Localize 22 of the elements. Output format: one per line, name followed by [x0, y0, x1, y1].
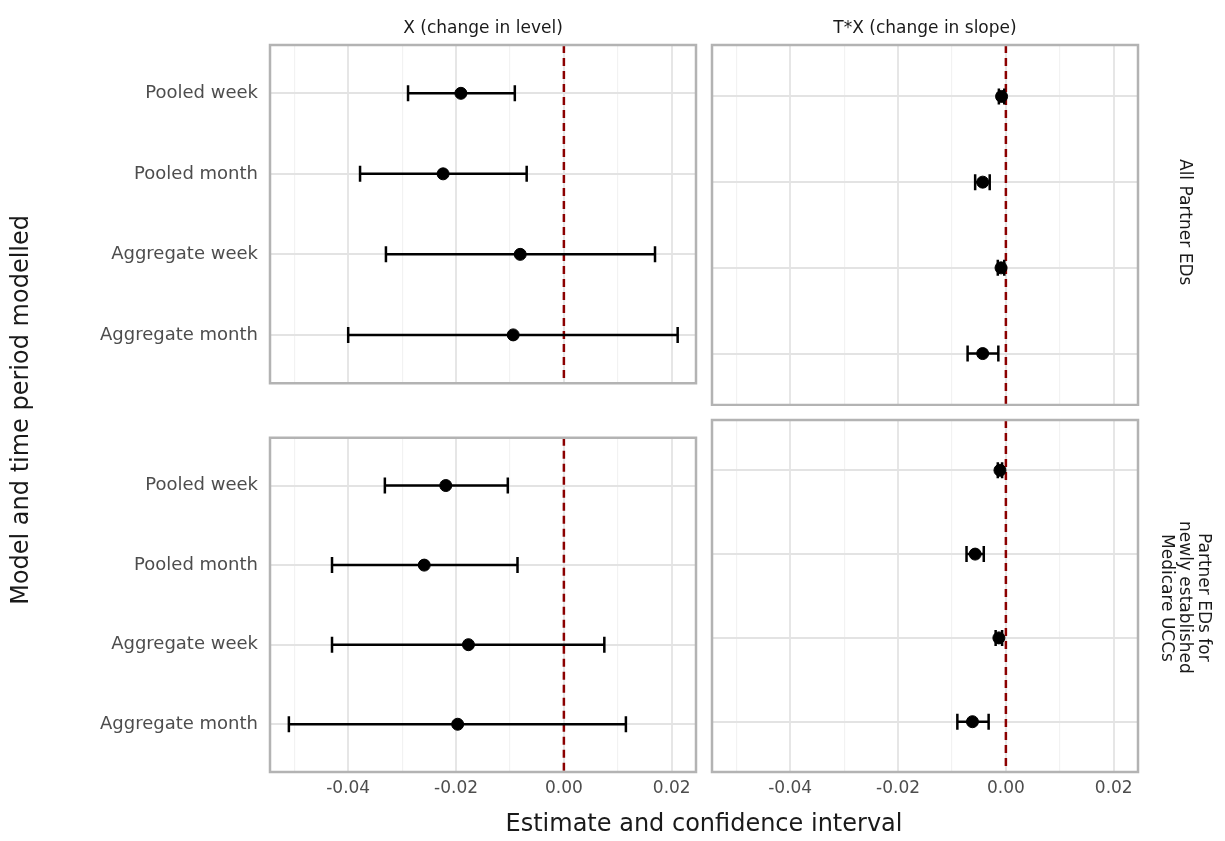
- x-tick-label: 0.00: [986, 776, 1025, 797]
- x-tick-label: -0.02: [876, 776, 921, 797]
- chart-title: T*X (change in slope): [832, 17, 1017, 38]
- y-tick-label: Pooled week: [145, 80, 259, 102]
- x-tick-label: -0.04: [326, 776, 371, 797]
- y-axis-title: Model and time period modelled: [6, 215, 34, 605]
- y-tick-label: Pooled week: [145, 473, 259, 495]
- y-tick-label: Pooled month: [134, 552, 258, 574]
- y2-axis-title: All Partner EDs: [1176, 159, 1197, 286]
- x-axis-title: Estimate and confidence interval: [504, 808, 904, 839]
- x-tick-label: 0.02: [652, 776, 691, 797]
- chart-title: X (change in level): [403, 17, 563, 38]
- x-tick-label: 0.02: [1094, 776, 1133, 797]
- y2-axis-title: Partner EDs for newly established Medicare UCCs: [1157, 520, 1216, 676]
- x-tick-label: -0.02: [434, 776, 479, 797]
- x-tick-label: 0.00: [544, 776, 583, 797]
- y-tick-label: Pooled month: [134, 161, 258, 183]
- y-tick-label: Aggregate week: [111, 242, 259, 264]
- y-tick-label: Aggregate week: [111, 632, 259, 654]
- x-tick-label: -0.04: [768, 776, 813, 797]
- y-tick-label: Aggregate month: [100, 322, 258, 344]
- y-tick-label: Aggregate month: [100, 711, 258, 733]
